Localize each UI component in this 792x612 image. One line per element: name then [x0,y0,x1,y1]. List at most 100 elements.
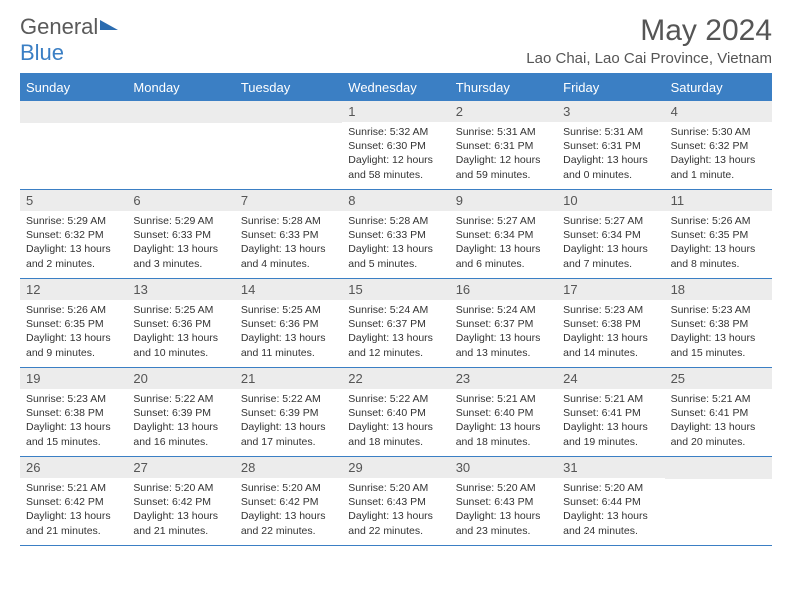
daylight-line: Daylight: 13 hours and 20 minutes. [671,420,766,448]
sunrise-line: Sunrise: 5:22 AM [241,392,336,406]
day-info: Sunrise: 5:20 AMSunset: 6:42 PMDaylight:… [235,478,342,544]
calendar-cell [665,457,772,545]
daylight-line: Daylight: 13 hours and 15 minutes. [26,420,121,448]
calendar-week: 1Sunrise: 5:32 AMSunset: 6:30 PMDaylight… [20,101,772,190]
sunrise-line: Sunrise: 5:23 AM [26,392,121,406]
sunset-line: Sunset: 6:41 PM [563,406,658,420]
day-info: Sunrise: 5:21 AMSunset: 6:40 PMDaylight:… [450,389,557,455]
day-header: Thursday [450,75,557,101]
daylight-line: Daylight: 13 hours and 21 minutes. [133,509,228,537]
sunset-line: Sunset: 6:32 PM [26,228,121,242]
daylight-line: Daylight: 13 hours and 19 minutes. [563,420,658,448]
day-header: Wednesday [342,75,449,101]
day-info: Sunrise: 5:31 AMSunset: 6:31 PMDaylight:… [450,122,557,188]
sunset-line: Sunset: 6:33 PM [348,228,443,242]
sunset-line: Sunset: 6:34 PM [456,228,551,242]
day-info: Sunrise: 5:20 AMSunset: 6:42 PMDaylight:… [127,478,234,544]
calendar-cell: 30Sunrise: 5:20 AMSunset: 6:43 PMDayligh… [450,457,557,545]
sunrise-line: Sunrise: 5:26 AM [671,214,766,228]
day-header-row: SundayMondayTuesdayWednesdayThursdayFrid… [20,75,772,101]
day-header: Tuesday [235,75,342,101]
day-number: 13 [127,279,234,300]
day-header: Friday [557,75,664,101]
sunrise-line: Sunrise: 5:24 AM [348,303,443,317]
daylight-line: Daylight: 12 hours and 59 minutes. [456,153,551,181]
calendar-week: 5Sunrise: 5:29 AMSunset: 6:32 PMDaylight… [20,190,772,279]
sunrise-line: Sunrise: 5:26 AM [26,303,121,317]
day-number: 19 [20,368,127,389]
sunrise-line: Sunrise: 5:32 AM [348,125,443,139]
day-number: 11 [665,190,772,211]
sunset-line: Sunset: 6:34 PM [563,228,658,242]
calendar-cell: 22Sunrise: 5:22 AMSunset: 6:40 PMDayligh… [342,368,449,456]
day-number: 27 [127,457,234,478]
daylight-line: Daylight: 13 hours and 5 minutes. [348,242,443,270]
sunset-line: Sunset: 6:39 PM [133,406,228,420]
location-text: Lao Chai, Lao Cai Province, Vietnam [526,50,772,67]
calendar-week: 12Sunrise: 5:26 AMSunset: 6:35 PMDayligh… [20,279,772,368]
day-number: 29 [342,457,449,478]
calendar-cell: 14Sunrise: 5:25 AMSunset: 6:36 PMDayligh… [235,279,342,367]
calendar-cell: 11Sunrise: 5:26 AMSunset: 6:35 PMDayligh… [665,190,772,278]
day-number: 17 [557,279,664,300]
daylight-line: Daylight: 13 hours and 2 minutes. [26,242,121,270]
daylight-line: Daylight: 13 hours and 18 minutes. [456,420,551,448]
day-info: Sunrise: 5:30 AMSunset: 6:32 PMDaylight:… [665,122,772,188]
day-number: 6 [127,190,234,211]
calendar-week: 19Sunrise: 5:23 AMSunset: 6:38 PMDayligh… [20,368,772,457]
calendar-cell: 27Sunrise: 5:20 AMSunset: 6:42 PMDayligh… [127,457,234,545]
daylight-line: Daylight: 13 hours and 11 minutes. [241,331,336,359]
sunset-line: Sunset: 6:39 PM [241,406,336,420]
daylight-line: Daylight: 13 hours and 14 minutes. [563,331,658,359]
sunrise-line: Sunrise: 5:20 AM [456,481,551,495]
day-number: 8 [342,190,449,211]
daylight-line: Daylight: 13 hours and 9 minutes. [26,331,121,359]
calendar-cell: 4Sunrise: 5:30 AMSunset: 6:32 PMDaylight… [665,101,772,189]
calendar-cell: 31Sunrise: 5:20 AMSunset: 6:44 PMDayligh… [557,457,664,545]
month-title: May 2024 [526,14,772,48]
brand-text-1: General [20,14,98,39]
day-number: 26 [20,457,127,478]
day-number: 2 [450,101,557,122]
daylight-line: Daylight: 13 hours and 16 minutes. [133,420,228,448]
daylight-line: Daylight: 13 hours and 15 minutes. [671,331,766,359]
calendar-cell: 21Sunrise: 5:22 AMSunset: 6:39 PMDayligh… [235,368,342,456]
sunrise-line: Sunrise: 5:25 AM [241,303,336,317]
day-info: Sunrise: 5:25 AMSunset: 6:36 PMDaylight:… [127,300,234,366]
day-header: Sunday [20,75,127,101]
calendar-cell: 1Sunrise: 5:32 AMSunset: 6:30 PMDaylight… [342,101,449,189]
day-info: Sunrise: 5:32 AMSunset: 6:30 PMDaylight:… [342,122,449,188]
daylight-line: Daylight: 13 hours and 13 minutes. [456,331,551,359]
sunrise-line: Sunrise: 5:27 AM [563,214,658,228]
calendar-cell [127,101,234,189]
day-number [235,101,342,123]
day-info: Sunrise: 5:31 AMSunset: 6:31 PMDaylight:… [557,122,664,188]
daylight-line: Daylight: 13 hours and 17 minutes. [241,420,336,448]
sunset-line: Sunset: 6:43 PM [348,495,443,509]
day-number: 28 [235,457,342,478]
daylight-line: Daylight: 13 hours and 23 minutes. [456,509,551,537]
day-info: Sunrise: 5:22 AMSunset: 6:40 PMDaylight:… [342,389,449,455]
sunset-line: Sunset: 6:42 PM [26,495,121,509]
day-number: 15 [342,279,449,300]
day-number: 7 [235,190,342,211]
sunset-line: Sunset: 6:43 PM [456,495,551,509]
daylight-line: Daylight: 13 hours and 8 minutes. [671,242,766,270]
brand-text: General Blue [20,14,118,66]
sunrise-line: Sunrise: 5:24 AM [456,303,551,317]
sunset-line: Sunset: 6:38 PM [671,317,766,331]
sunset-line: Sunset: 6:44 PM [563,495,658,509]
daylight-line: Daylight: 13 hours and 3 minutes. [133,242,228,270]
sunrise-line: Sunrise: 5:28 AM [348,214,443,228]
day-number: 10 [557,190,664,211]
daylight-line: Daylight: 13 hours and 7 minutes. [563,242,658,270]
brand-logo: General Blue [20,14,118,66]
calendar-cell: 5Sunrise: 5:29 AMSunset: 6:32 PMDaylight… [20,190,127,278]
day-info: Sunrise: 5:22 AMSunset: 6:39 PMDaylight:… [127,389,234,455]
sunset-line: Sunset: 6:40 PM [348,406,443,420]
calendar-cell: 29Sunrise: 5:20 AMSunset: 6:43 PMDayligh… [342,457,449,545]
day-number: 12 [20,279,127,300]
day-number [127,101,234,123]
sunrise-line: Sunrise: 5:25 AM [133,303,228,317]
daylight-line: Daylight: 13 hours and 24 minutes. [563,509,658,537]
